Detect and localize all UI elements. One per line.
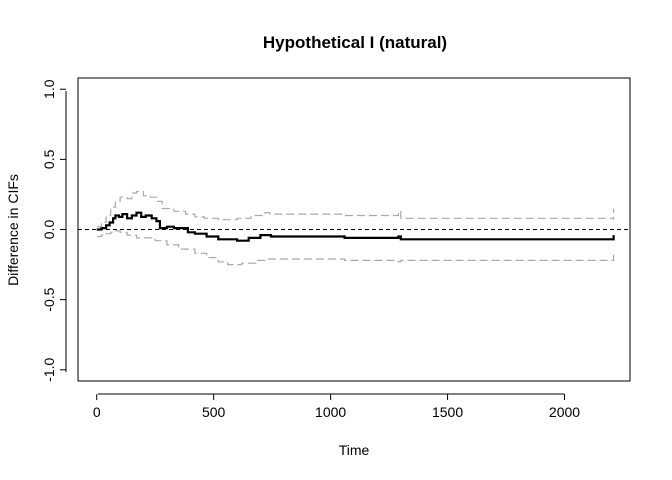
plot-area <box>78 191 630 266</box>
chart-title: Hypothetical I (natural) <box>263 33 447 52</box>
x-tick-label: 2000 <box>549 404 580 420</box>
x-tick-label: 1000 <box>315 404 346 420</box>
y-axis-label: Difference in CIFs <box>5 174 21 286</box>
estimate-line <box>96 211 615 242</box>
x-axis-label: Time <box>339 442 370 458</box>
x-axis: 0 500 1000 1500 2000 Time <box>93 393 580 458</box>
x-tick-label: 500 <box>202 404 226 420</box>
y-tick-label: -1.0 <box>41 358 57 382</box>
y-tick-label: -0.5 <box>41 287 57 311</box>
x-tick-label: 1500 <box>432 404 463 420</box>
y-ticks: -1.0 -0.5 0.0 0.5 1.0 <box>41 79 66 382</box>
lower-confidence-band-line <box>96 230 615 266</box>
y-tick-label: 0.5 <box>41 149 57 169</box>
y-axis: -1.0 -0.5 0.0 0.5 1.0 Difference in CIFs <box>5 79 67 382</box>
y-tick-label: 0.0 <box>41 220 57 240</box>
x-tick-label: 0 <box>93 404 101 420</box>
upper-confidence-band-line <box>96 191 615 228</box>
y-tick-label: 1.0 <box>41 79 57 99</box>
x-ticks: 0 500 1000 1500 2000 <box>93 394 580 420</box>
